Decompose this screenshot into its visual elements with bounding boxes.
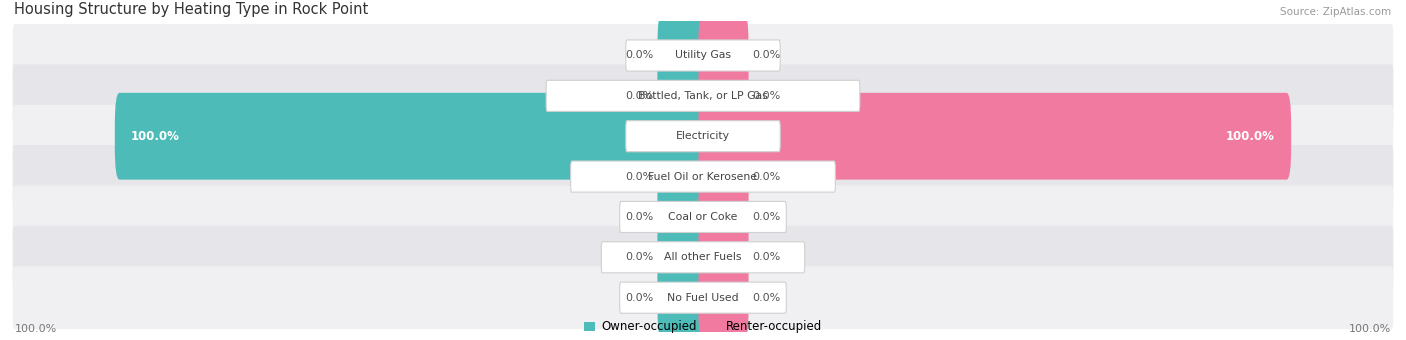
FancyBboxPatch shape [571, 161, 835, 192]
FancyBboxPatch shape [658, 12, 707, 99]
Text: 0.0%: 0.0% [626, 91, 654, 101]
Text: Bottled, Tank, or LP Gas: Bottled, Tank, or LP Gas [638, 91, 768, 101]
FancyBboxPatch shape [658, 133, 707, 220]
Text: 0.0%: 0.0% [752, 172, 780, 182]
FancyBboxPatch shape [699, 254, 748, 340]
Text: 0.0%: 0.0% [626, 252, 654, 262]
FancyBboxPatch shape [13, 105, 1393, 168]
FancyBboxPatch shape [658, 214, 707, 301]
Text: 100.0%: 100.0% [131, 130, 180, 143]
FancyBboxPatch shape [699, 52, 748, 139]
FancyBboxPatch shape [602, 242, 804, 273]
Text: 0.0%: 0.0% [752, 293, 780, 303]
FancyBboxPatch shape [658, 52, 707, 139]
FancyBboxPatch shape [620, 201, 786, 233]
FancyBboxPatch shape [13, 185, 1393, 249]
FancyBboxPatch shape [620, 282, 786, 313]
Text: No Fuel Used: No Fuel Used [668, 293, 738, 303]
FancyBboxPatch shape [13, 226, 1393, 289]
Text: 100.0%: 100.0% [14, 324, 56, 334]
Text: Electricity: Electricity [676, 131, 730, 141]
Text: Coal or Coke: Coal or Coke [668, 212, 738, 222]
Text: All other Fuels: All other Fuels [664, 252, 742, 262]
Text: 0.0%: 0.0% [752, 252, 780, 262]
Text: 0.0%: 0.0% [752, 50, 780, 61]
FancyBboxPatch shape [13, 64, 1393, 128]
FancyBboxPatch shape [699, 12, 748, 99]
FancyBboxPatch shape [626, 40, 780, 71]
Text: 0.0%: 0.0% [752, 212, 780, 222]
FancyBboxPatch shape [658, 254, 707, 340]
FancyBboxPatch shape [699, 93, 1291, 180]
FancyBboxPatch shape [13, 266, 1393, 329]
Text: 100.0%: 100.0% [1226, 130, 1275, 143]
FancyBboxPatch shape [115, 93, 707, 180]
Text: Source: ZipAtlas.com: Source: ZipAtlas.com [1281, 7, 1392, 17]
FancyBboxPatch shape [13, 24, 1393, 87]
FancyBboxPatch shape [626, 121, 780, 152]
FancyBboxPatch shape [699, 173, 748, 260]
Text: 0.0%: 0.0% [626, 50, 654, 61]
Text: 0.0%: 0.0% [626, 293, 654, 303]
FancyBboxPatch shape [546, 80, 860, 112]
Text: 0.0%: 0.0% [626, 212, 654, 222]
Text: Housing Structure by Heating Type in Rock Point: Housing Structure by Heating Type in Roc… [14, 2, 368, 17]
FancyBboxPatch shape [658, 173, 707, 260]
Text: 100.0%: 100.0% [1350, 324, 1392, 334]
Text: Fuel Oil or Kerosene: Fuel Oil or Kerosene [648, 172, 758, 182]
FancyBboxPatch shape [699, 214, 748, 301]
Text: 0.0%: 0.0% [752, 91, 780, 101]
FancyBboxPatch shape [699, 133, 748, 220]
Text: 0.0%: 0.0% [626, 172, 654, 182]
Legend: Owner-occupied, Renter-occupied: Owner-occupied, Renter-occupied [579, 316, 827, 338]
Text: Utility Gas: Utility Gas [675, 50, 731, 61]
FancyBboxPatch shape [13, 145, 1393, 208]
